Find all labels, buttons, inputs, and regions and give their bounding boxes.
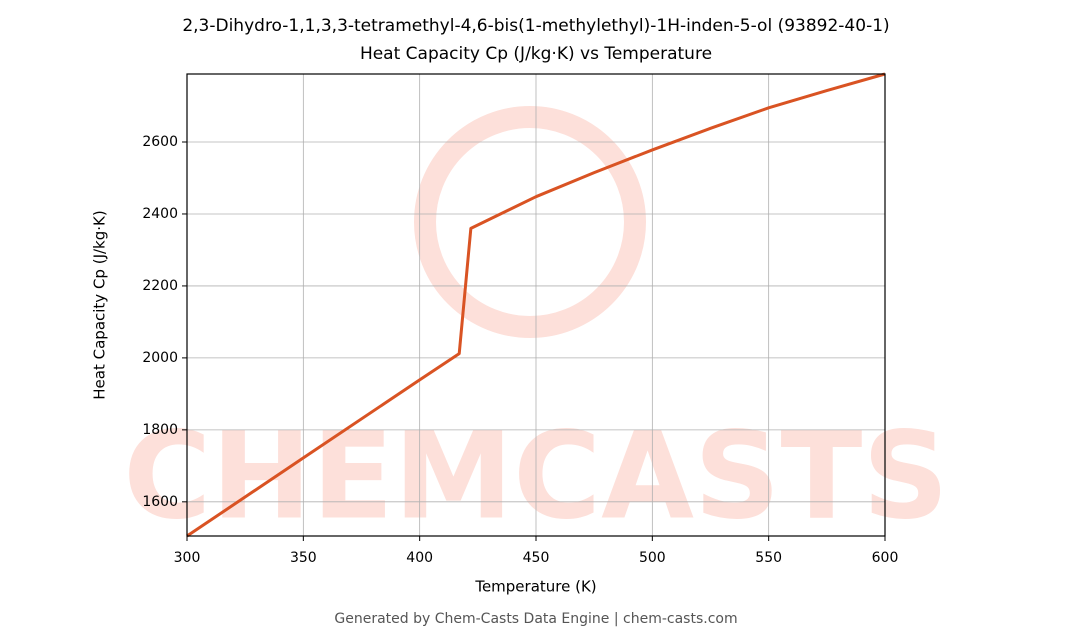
chart-subtitle: Heat Capacity Cp (J/kg·K) vs Temperature <box>360 44 712 64</box>
x-tick-label: 600 <box>872 550 899 566</box>
y-tick-label: 2000 <box>142 350 178 366</box>
data-line <box>186 72 886 538</box>
x-tick-label: 550 <box>755 550 782 566</box>
watermark-logo <box>414 106 646 338</box>
x-tick-label: 450 <box>523 550 550 566</box>
footer: Generated by Chem-Casts Data Engine | ch… <box>334 611 737 627</box>
y-tick-label: 1600 <box>142 494 178 510</box>
y-tick-label: 2400 <box>142 206 178 222</box>
chart-title: 2,3-Dihydro-1,1,3,3-tetramethyl-4,6-bis(… <box>182 16 889 36</box>
y-tick-label: 2200 <box>142 278 178 294</box>
x-tick-label: 300 <box>174 550 201 566</box>
x-axis-label: Temperature (K) <box>474 578 596 596</box>
x-tick-label: 350 <box>290 550 317 566</box>
y-tick-label: 1800 <box>142 422 178 438</box>
y-tick-label: 2600 <box>142 134 178 150</box>
plot-frame <box>186 73 886 537</box>
y-axis-label: Heat Capacity Cp (J/kg·K) <box>91 210 109 399</box>
x-tick-label: 400 <box>406 550 433 566</box>
x-tick-label: 500 <box>639 550 666 566</box>
